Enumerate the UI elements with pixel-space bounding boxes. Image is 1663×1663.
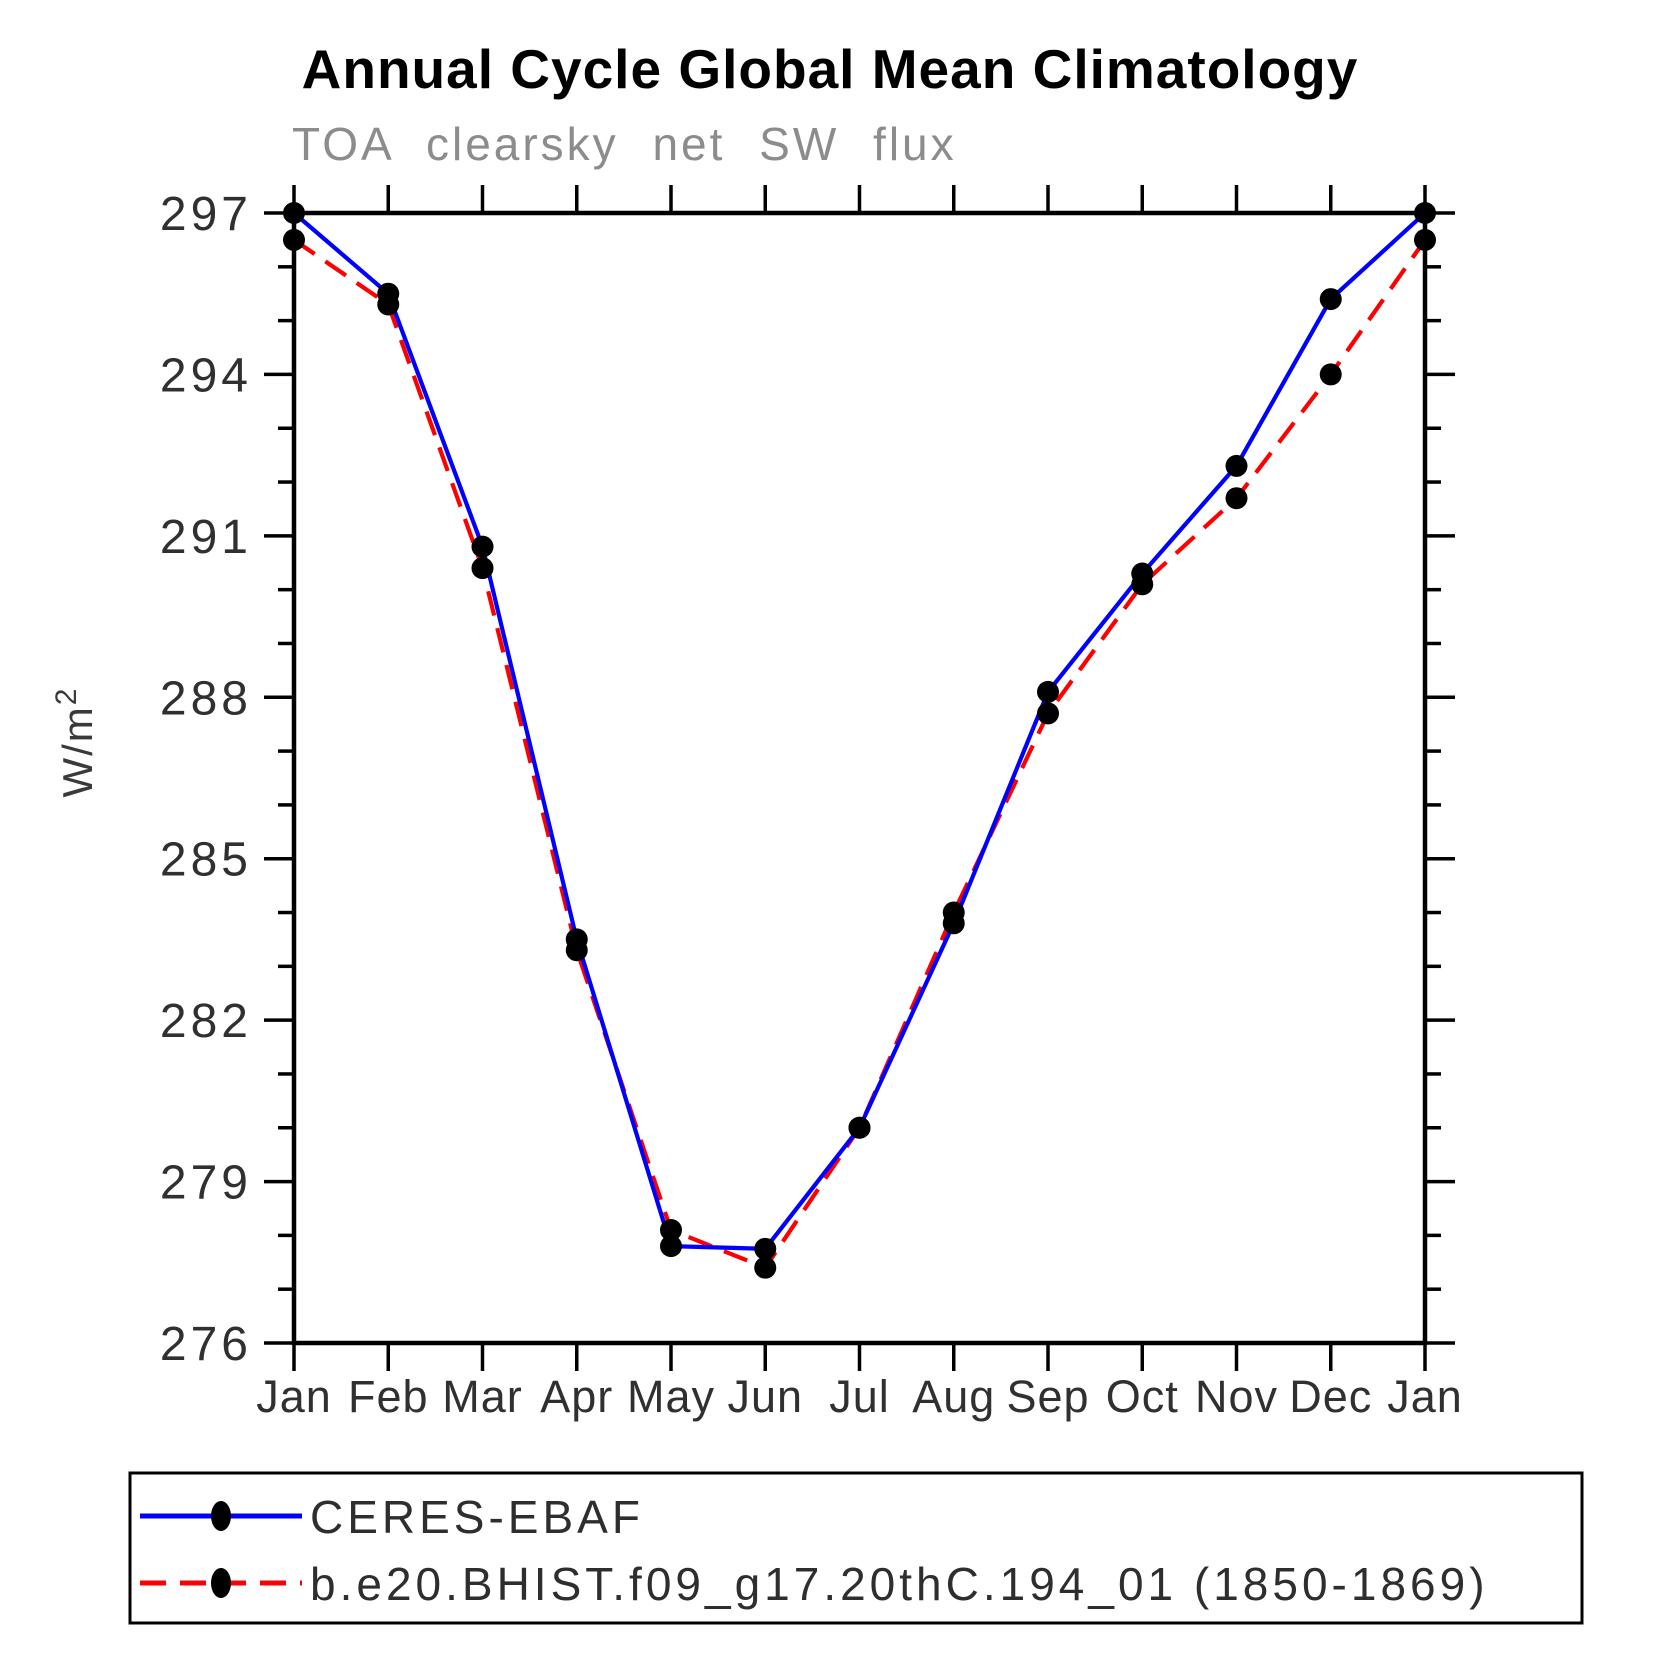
data-point-marker (1319, 288, 1342, 311)
data-point-marker (1037, 702, 1059, 725)
data-point-marker (1225, 454, 1248, 477)
data-point-marker (283, 228, 305, 251)
data-point-marker (848, 1116, 871, 1139)
x-tick-label: Oct (1106, 1371, 1179, 1422)
data-point-marker (754, 1256, 777, 1279)
y-tick-label: 294 (160, 349, 252, 402)
chart-subtitle: TOA clearsky net SW flux (292, 118, 957, 170)
y-tick-label: 276 (160, 1318, 252, 1371)
data-point-marker (1037, 680, 1059, 703)
data-point-marker (660, 1219, 682, 1241)
data-point-marker (471, 557, 494, 580)
legend-label-ceres-ebaf: CERES-EBAF (310, 1491, 644, 1543)
data-point-marker (1414, 228, 1436, 251)
data-series (283, 202, 1436, 1279)
y-tick-label: 279 (160, 1157, 252, 1210)
data-point-marker (1225, 487, 1248, 510)
x-tick-label: Jul (829, 1371, 890, 1422)
x-tick-label: Jan (1387, 1371, 1463, 1422)
y-tick-label: 291 (160, 511, 252, 564)
line-ceres-ebaf (292, 211, 1427, 1251)
data-point-marker (660, 1235, 682, 1258)
x-tick-label: Nov (1195, 1371, 1278, 1422)
x-tick-label: Jun (727, 1371, 803, 1422)
axes (264, 185, 1455, 1371)
x-tick-label: Apr (540, 1371, 613, 1422)
legend-marker-model-run (211, 1568, 231, 1598)
y-tick-label: 297 (160, 188, 252, 241)
legend: CERES-EBAF b.e20.BHIST.f09_g17.20thC.194… (128, 1471, 1584, 1625)
data-point-marker (283, 202, 305, 224)
x-tick-label: Mar (442, 1371, 523, 1422)
y-tick-label: 282 (160, 995, 252, 1048)
chart-title: Annual Cycle Global Mean Climatology (302, 38, 1359, 100)
data-point-marker (1131, 573, 1154, 596)
y-tick-label: 285 (160, 834, 252, 887)
y-tick-label: 288 (160, 672, 252, 725)
line-model-run (292, 238, 1427, 1270)
data-point-marker (1414, 202, 1436, 224)
data-point-marker (565, 939, 588, 962)
data-point-marker (942, 901, 965, 924)
x-tick-label: May (627, 1371, 715, 1422)
legend-label-model-run: b.e20.BHIST.f09_g17.20thC.194_01 (1850-1… (310, 1558, 1489, 1610)
data-point-marker (1319, 363, 1342, 386)
x-tick-label: Aug (912, 1371, 995, 1422)
x-tick-label: Sep (1006, 1371, 1089, 1422)
x-tick-label: Jan (256, 1371, 332, 1422)
data-point-marker (377, 293, 400, 316)
data-point-marker (471, 535, 494, 558)
legend-marker-ceres-ebaf (211, 1501, 231, 1531)
data-point-marker (754, 1237, 777, 1260)
x-tick-label: Feb (348, 1371, 429, 1422)
legend-box (128, 1471, 1584, 1625)
x-tick-label: Dec (1289, 1371, 1372, 1422)
y-axis-title: W/m2 (50, 687, 101, 798)
